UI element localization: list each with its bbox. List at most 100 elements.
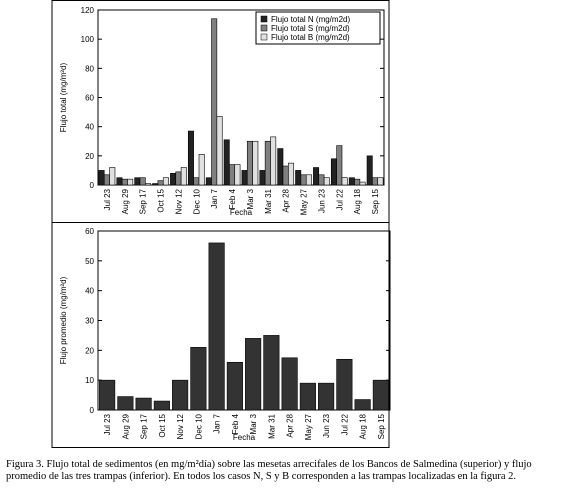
x-tick-label: Jul 23: [103, 413, 112, 435]
x-tick-label: Mar 3: [246, 188, 255, 209]
x-tick-label: Oct 15: [157, 188, 166, 212]
bar: [348, 177, 355, 186]
bar: [226, 361, 243, 411]
y-tick-label: 80: [85, 64, 94, 73]
x-tick-label: Oct 15: [158, 413, 167, 437]
x-tick-label: Dec 10: [192, 188, 201, 214]
bar: [175, 171, 182, 186]
bar: [299, 382, 316, 411]
bar: [313, 167, 320, 186]
x-tick-label: Jul 23: [103, 188, 112, 210]
bar: [354, 399, 371, 411]
x-tick-label: Feb 4: [231, 413, 240, 434]
x-axis-label: Fecha: [233, 433, 256, 442]
bar: [336, 358, 353, 411]
y-axis-label: Flujo promedio (mg/m²d): [59, 276, 68, 364]
frame: [51, 222, 390, 448]
bar: [162, 177, 169, 186]
bar: [318, 382, 335, 411]
bar: [117, 396, 134, 411]
bar: [377, 177, 384, 186]
bar: [288, 162, 295, 186]
bar: [208, 242, 225, 411]
bar: [354, 178, 361, 186]
bar: [282, 165, 289, 186]
bar: [336, 145, 343, 186]
x-tick-label: Jul 22: [340, 413, 349, 435]
legend-swatch: [260, 24, 268, 32]
bar: [153, 400, 170, 411]
bar: [372, 177, 379, 186]
x-tick-label: Mar 3: [249, 413, 258, 434]
bar: [281, 357, 298, 411]
x-tick-label: Aug 29: [121, 188, 130, 214]
x-tick-label: Jul 22: [335, 188, 344, 210]
y-tick-label: 40: [85, 123, 94, 132]
y-tick-label: 50: [85, 257, 94, 266]
y-tick-label: 30: [85, 317, 94, 326]
bar: [99, 379, 116, 411]
bar: [359, 181, 366, 186]
bar: [295, 170, 302, 186]
x-tick-label: Aug 18: [353, 188, 362, 214]
legend-label: Flujo total N (mg/m2d): [271, 15, 350, 24]
bar: [127, 178, 134, 186]
x-tick-label: Dec 10: [194, 413, 203, 439]
x-tick-label: Jun 23: [322, 413, 331, 438]
y-tick-label: 60: [85, 94, 94, 103]
bar: [180, 167, 187, 186]
bar: [264, 140, 271, 186]
bar: [170, 173, 177, 186]
x-tick-label: Apr 28: [286, 413, 295, 437]
bar: [193, 177, 200, 186]
bar: [172, 379, 189, 411]
y-tick-label: 120: [81, 6, 95, 15]
x-tick-label: Apr 28: [282, 188, 291, 212]
x-tick-label: Sep 15: [377, 413, 386, 439]
x-tick-label: Nov 12: [174, 188, 183, 214]
bar: [246, 140, 253, 186]
caption: Figura 3. Flujo total de sedimentos (en …: [6, 459, 532, 482]
bar: [341, 177, 348, 186]
x-tick-label: Nov 12: [176, 413, 185, 439]
legend-swatch: [260, 33, 268, 41]
bar: [103, 174, 110, 186]
bar: [198, 154, 205, 186]
bar: [157, 180, 164, 186]
x-tick-label: Aug 29: [121, 413, 130, 439]
legend-label: Flujo total B (mg/m2d): [271, 33, 350, 42]
bar: [211, 18, 218, 186]
y-axis-label: Flujo total (mg/m²d): [59, 62, 68, 132]
bar: [223, 139, 230, 186]
y-tick-label: 60: [85, 227, 94, 236]
bar: [229, 164, 236, 186]
plot-area: [97, 230, 391, 411]
bar: [330, 158, 337, 186]
bar: [259, 170, 266, 186]
bar: [318, 174, 325, 186]
bar: [139, 177, 146, 186]
bar: [135, 397, 152, 411]
bar: [300, 174, 307, 186]
x-tick-label: Sep 17: [140, 413, 149, 439]
x-tick-label: Jan 7: [213, 413, 222, 433]
x-tick-label: Sep 15: [371, 188, 380, 214]
y-tick-label: 10: [85, 376, 94, 385]
bar: [134, 177, 141, 186]
x-tick-label: Feb 4: [228, 188, 237, 209]
bar: [241, 170, 248, 186]
x-tick-label: Jan 7: [210, 188, 219, 208]
bar: [372, 379, 389, 411]
bar: [187, 130, 194, 186]
bar: [145, 183, 152, 186]
y-tick-label: 20: [85, 152, 94, 161]
bar: [366, 155, 373, 186]
bar: [305, 174, 312, 186]
bar: [263, 335, 280, 411]
bar: [252, 140, 259, 186]
bar: [277, 148, 284, 186]
x-tick-label: May 27: [300, 188, 309, 215]
bar: [234, 164, 241, 186]
